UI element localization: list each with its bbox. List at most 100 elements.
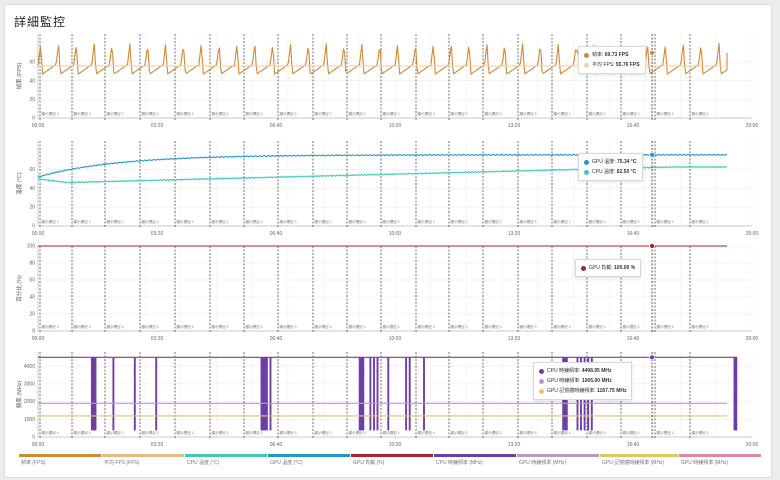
marker-label: 顯示標記 1: [451, 324, 468, 329]
legend-item-avg-fps[interactable]: 平均 FPS (FPS): [102, 454, 184, 470]
marker-label: 顯示標記 1: [74, 219, 91, 224]
y-tick-label: 40: [29, 78, 35, 84]
marker-label: 顯示標記 1: [520, 219, 537, 224]
legend-item-gpu-clock-2[interactable]: GPU 時鐘頻率 (MHz): [679, 454, 761, 470]
legend-label: GPU 時鐘頻率 (MHz): [519, 460, 567, 466]
x-tick-label: 20:00: [746, 336, 759, 342]
y-axis-title: 百分比 (%): [15, 275, 23, 302]
y-axis-title: 溫度 (°C): [15, 172, 23, 195]
tooltip-temperature: GPU 溫度: 75.34 °C CPU 溫度: 62.50 °C: [578, 153, 643, 181]
marker-label: 顯示標記 1: [692, 111, 709, 116]
tooltip-row: GPU 負載: 100.00 %: [581, 263, 635, 273]
x-tick-label: 20:00: [746, 123, 759, 129]
marker-label: 顯示標記 1: [623, 430, 640, 435]
x-tick-label: 16:40: [627, 336, 640, 342]
legend-item-cpu-clock[interactable]: CPU 時鐘頻率 (MHz): [434, 454, 516, 470]
marker-label: 顯示標記 1: [349, 430, 366, 435]
y-tick-label: 60: [29, 167, 35, 173]
x-tick-label: 03:20: [151, 336, 164, 342]
marker-label: 顯示標記 1: [212, 430, 229, 435]
marker-label: 顯示標記 1: [177, 324, 194, 329]
marker-label: 顯示標記 1: [42, 430, 59, 435]
tooltip-clocks: CPU 時鐘頻率: 4498.95 MHz GPU 時鐘頻率: 1905.00 …: [533, 362, 633, 400]
marker-label: 顯示標記 1: [315, 219, 332, 224]
marker-label: 顯示標記 1: [589, 324, 606, 329]
x-tick-label: 03:20: [151, 123, 164, 129]
x-tick-label: 00:00: [32, 231, 45, 237]
marker-label: 顯示標記 1: [520, 324, 537, 329]
marker-label: 顯示標記 1: [485, 324, 502, 329]
legend-label: CPU 時鐘頻率 (MHz): [436, 460, 483, 466]
marker-label: 顯示標記 1: [657, 430, 674, 435]
page-title: 詳細監控: [14, 15, 67, 29]
series-dot: [539, 379, 544, 384]
marker-label: 顯示標記 1: [383, 430, 400, 435]
marker-label: 顯示標記 1: [520, 111, 537, 116]
x-tick-label: 13:20: [508, 231, 521, 237]
series-dot: [584, 53, 589, 58]
marker-label: 顯示標記 1: [107, 219, 124, 224]
cursor-dot: [649, 50, 655, 56]
y-axis-title: 頻率 (MHz): [15, 381, 23, 409]
y-tick-label: 20: [29, 97, 35, 103]
legend-item-gpu-load[interactable]: GPU 負載 (%): [351, 454, 433, 470]
y-tick-label: 1000: [24, 417, 35, 423]
y-tick-label: 0: [32, 435, 35, 441]
marker-label: 顯示標記 1: [692, 430, 709, 435]
marker-label: 顯示標記 1: [74, 324, 91, 329]
marker-label: 顯示標記 1: [280, 430, 297, 435]
y-tick-label: 40: [29, 295, 35, 301]
y-tick-label: 20: [29, 312, 35, 318]
legend-label: 幀率 (FPS): [21, 460, 46, 466]
marker-label: 顯示標記 1: [280, 219, 297, 224]
marker-label: 顯示標記 1: [451, 219, 468, 224]
legend-swatch: [185, 454, 267, 457]
marker-label: 顯示標記 1: [177, 111, 194, 116]
marker-label: 顯示標記 1: [485, 219, 502, 224]
x-tick-label: 10:00: [389, 336, 402, 342]
tooltip-label: 平均 FPS:: [592, 62, 615, 68]
marker-label: 顯示標記 1: [589, 430, 606, 435]
legend-item-gpu-clock[interactable]: GPU 時鐘頻率 (MHz): [517, 454, 599, 470]
y-tick-label: 0: [32, 329, 35, 335]
marker-label: 顯示標記 1: [246, 324, 263, 329]
marker-label: 顯示標記 1: [589, 111, 606, 116]
x-tick-label: 20:00: [746, 231, 759, 237]
tooltip-label: CPU 溫度:: [592, 169, 616, 175]
marker-label: 顯示標記 1: [107, 111, 124, 116]
x-tick-label: 03:20: [151, 442, 164, 448]
x-tick-label: 03:20: [151, 231, 164, 237]
tooltip-label: CPU 時鐘頻率:: [547, 368, 581, 374]
tooltip-row: CPU 時鐘頻率: 4498.95 MHz: [539, 366, 626, 376]
x-tick-label: 06:40: [270, 231, 283, 237]
marker-label: 顯示標記 1: [692, 324, 709, 329]
tooltip-value: 1187.75 MHz: [597, 388, 627, 394]
marker-label: 顯示標記 1: [485, 430, 502, 435]
tooltip-label: 幀率:: [592, 52, 604, 58]
legend-item-fps[interactable]: 幀率 (FPS): [19, 454, 101, 470]
marker-label: 顯示標記 1: [554, 324, 571, 329]
marker-label: 顯示標記 1: [623, 324, 640, 329]
tooltip-value: 1905.00 MHz: [582, 378, 612, 384]
tooltip-row: GPU 時鐘頻率: 1905.00 MHz: [539, 376, 626, 386]
tooltip-label: GPU 記憶體時鐘頻率:: [547, 388, 596, 394]
tooltip-label: GPU 溫度:: [592, 159, 616, 165]
tooltip-row: GPU 記憶體時鐘頻率: 1187.75 MHz: [539, 386, 626, 396]
tooltip-value: 75.34 °C: [617, 159, 637, 165]
marker-label: 顯示標記 1: [142, 111, 159, 116]
marker-label: 顯示標記 1: [485, 111, 502, 116]
marker-label: 顯示標記 1: [554, 430, 571, 435]
y-tick-label: 40: [29, 186, 35, 192]
legend-swatch: [517, 454, 599, 457]
marker-label: 顯示標記 1: [212, 219, 229, 224]
marker-label: 顯示標記 1: [177, 219, 194, 224]
legend-item-gpu-temp[interactable]: GPU 溫度 (°C): [268, 454, 350, 470]
tooltip-label: GPU 時鐘頻率:: [547, 378, 581, 384]
marker-label: 顯示標記 1: [383, 324, 400, 329]
legend-item-cpu-temp[interactable]: CPU 溫度 (°C): [185, 454, 267, 470]
legend-item-gpu-mem-clock[interactable]: GPU 記憶體時鐘頻率 (MHz): [600, 454, 678, 470]
marker-label: 顯示標記 1: [589, 219, 606, 224]
x-tick-label: 10:00: [389, 231, 402, 237]
marker-label: 顯示標記 1: [42, 219, 59, 224]
marker-label: 顯示標記 1: [107, 430, 124, 435]
